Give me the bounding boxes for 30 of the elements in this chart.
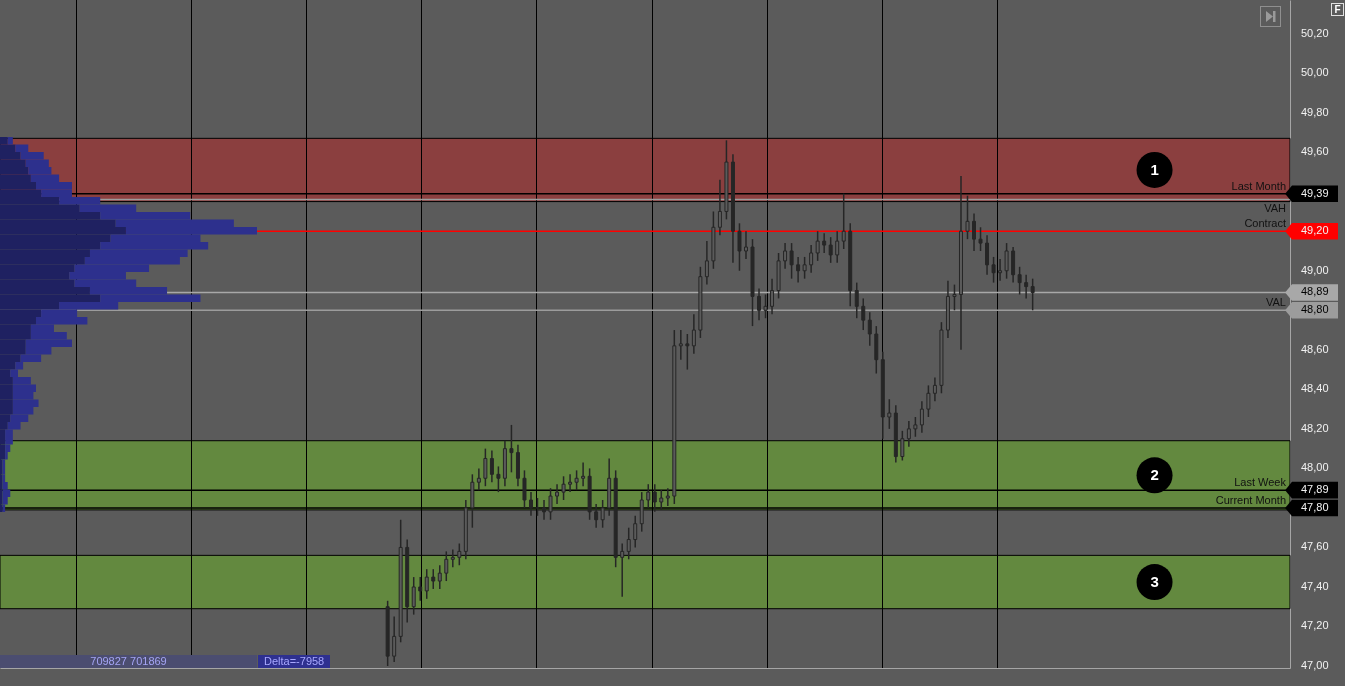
y-tick-label: 50,00 bbox=[1301, 66, 1329, 79]
y-tick-label: 49,39 bbox=[1301, 186, 1329, 199]
y-tick-label: 47,00 bbox=[1301, 659, 1329, 672]
band-label: 2 bbox=[1150, 466, 1159, 484]
ref-line-label: VAH bbox=[1264, 201, 1287, 214]
ref-line-label: Current Month bbox=[1215, 493, 1286, 506]
y-tick-label: 49,60 bbox=[1301, 145, 1329, 158]
ref-line-label: Contract bbox=[1244, 217, 1286, 230]
y-tick-label: 47,20 bbox=[1301, 619, 1329, 632]
y-tick-label: 47,89 bbox=[1301, 483, 1329, 496]
annotation: Delta=-7958 bbox=[264, 655, 325, 668]
y-tick-label: 48,89 bbox=[1301, 285, 1329, 298]
band-label: 3 bbox=[1150, 573, 1159, 591]
y-tick-label: 50,20 bbox=[1301, 26, 1329, 39]
y-tick-label: 49,20 bbox=[1301, 224, 1329, 237]
y-tick-label: 49,80 bbox=[1301, 105, 1329, 118]
y-tick-label: 49,00 bbox=[1301, 263, 1329, 276]
y-tick-label: 47,40 bbox=[1301, 579, 1329, 592]
y-tick-label: 48,20 bbox=[1301, 421, 1329, 434]
y-tick-label: 48,60 bbox=[1301, 342, 1329, 355]
y-tick-label: 48,40 bbox=[1301, 382, 1329, 395]
y-tick-label: 47,60 bbox=[1301, 540, 1329, 553]
band-label: 1 bbox=[1150, 160, 1159, 178]
letter-button: F bbox=[1331, 3, 1344, 16]
y-tick-label: 48,00 bbox=[1301, 461, 1329, 474]
y-tick-label: 48,80 bbox=[1301, 303, 1329, 316]
ref-line-label: VAL bbox=[1266, 296, 1286, 309]
ref-line-label: Last Week bbox=[1234, 476, 1287, 489]
y-tick-label: 47,80 bbox=[1301, 500, 1329, 513]
ref-line-label: Last Month bbox=[1231, 179, 1286, 192]
